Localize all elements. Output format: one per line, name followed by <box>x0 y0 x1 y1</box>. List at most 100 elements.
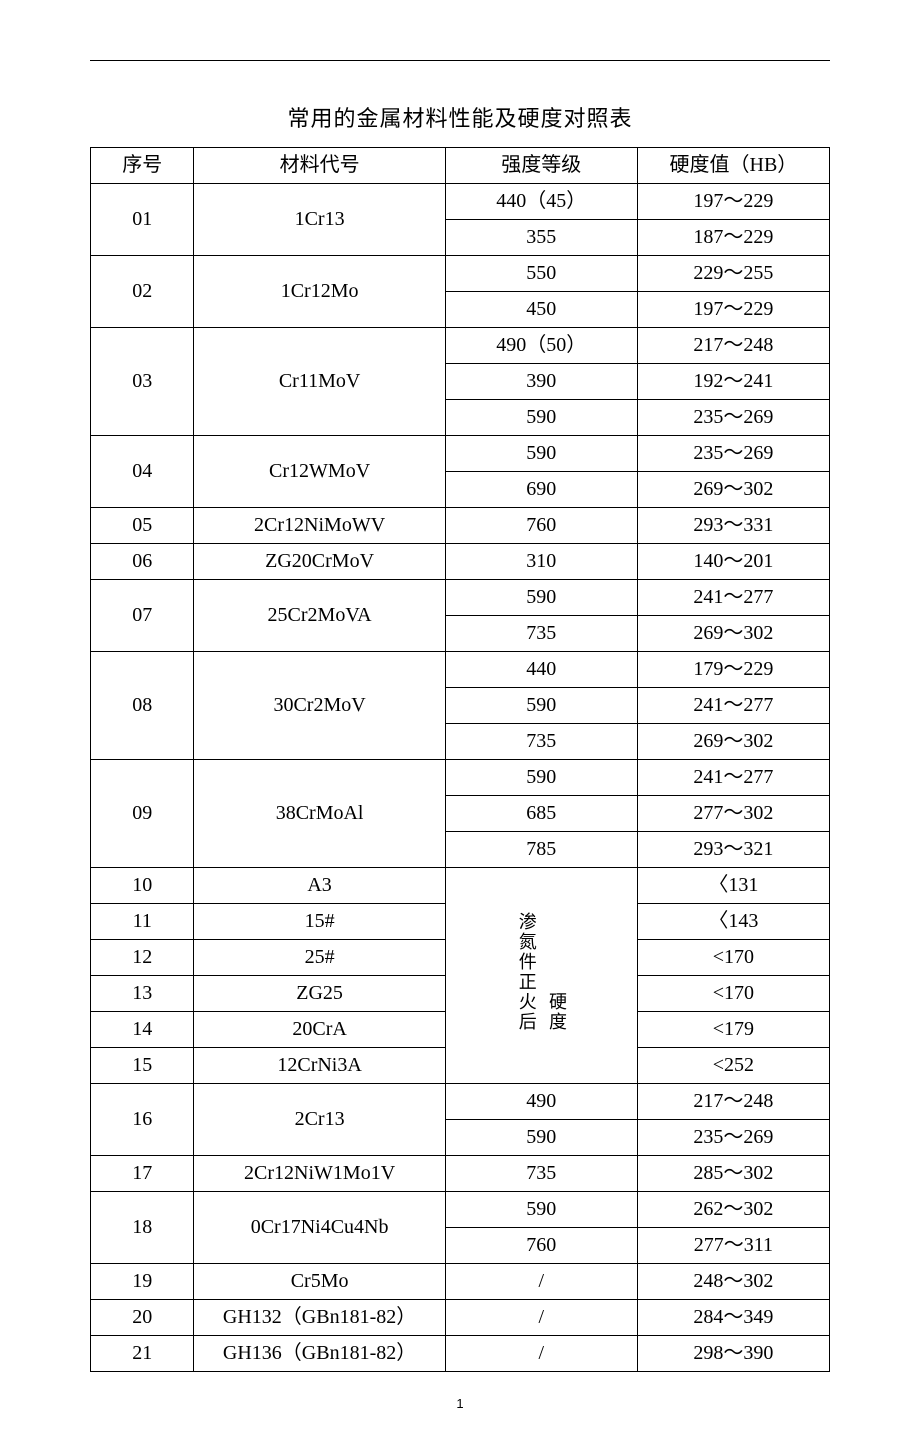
vlabel-left: 渗氮件正火后 <box>514 912 539 1032</box>
cell-hardness: <170 <box>637 976 829 1012</box>
cell-strength: 685 <box>445 796 637 832</box>
cell-material: GH136（GBn181-82） <box>194 1336 445 1372</box>
cell-hardness: 235～269 <box>637 436 829 472</box>
cell-material: ZG25 <box>194 976 445 1012</box>
cell-hardness: <252 <box>637 1048 829 1084</box>
cell-material: 2Cr13 <box>194 1084 445 1156</box>
cell-strength: 550 <box>445 256 637 292</box>
cell-no: 06 <box>91 544 194 580</box>
cell-strength: 590 <box>445 400 637 436</box>
cell-hardness: 217～248 <box>637 1084 829 1120</box>
cell-no: 16 <box>91 1084 194 1156</box>
cell-no: 10 <box>91 868 194 904</box>
cell-material: 15# <box>194 904 445 940</box>
cell-hardness: <179 <box>637 1012 829 1048</box>
cell-no: 20 <box>91 1300 194 1336</box>
cell-hardness: 192～241 <box>637 364 829 400</box>
cell-strength: 440（45） <box>445 184 637 220</box>
cell-no: 09 <box>91 760 194 868</box>
table-header-row: 序号 材料代号 强度等级 硬度值（HB） <box>91 148 830 184</box>
top-rule <box>90 60 830 61</box>
cell-strength: 760 <box>445 1228 637 1264</box>
cell-hardness: 293～321 <box>637 832 829 868</box>
cell-hardness: 〈143 <box>637 904 829 940</box>
cell-strength: 590 <box>445 760 637 796</box>
cell-no: 02 <box>91 256 194 328</box>
cell-material: 0Cr17Ni4Cu4Nb <box>194 1192 445 1264</box>
cell-hardness: 197～229 <box>637 184 829 220</box>
cell-strength: 590 <box>445 580 637 616</box>
cell-material: 20CrA <box>194 1012 445 1048</box>
cell-material: Cr11MoV <box>194 328 445 436</box>
th-material: 材料代号 <box>194 148 445 184</box>
cell-hardness: 277～311 <box>637 1228 829 1264</box>
cell-hardness: 〈131 <box>637 868 829 904</box>
th-hardness: 硬度值（HB） <box>637 148 829 184</box>
cell-hardness: 241～277 <box>637 688 829 724</box>
cell-no: 12 <box>91 940 194 976</box>
cell-material: 2Cr12NiMoWV <box>194 508 445 544</box>
cell-strength: 490（50） <box>445 328 637 364</box>
cell-strength: 355 <box>445 220 637 256</box>
cell-hardness: 277～302 <box>637 796 829 832</box>
table-row: 08 30Cr2MoV 440 179～229 <box>91 652 830 688</box>
cell-hardness: 248～302 <box>637 1264 829 1300</box>
cell-hardness: 241～277 <box>637 580 829 616</box>
vlabel-right: 硬度 <box>544 992 569 1032</box>
table-row: 06 ZG20CrMoV 310 140～201 <box>91 544 830 580</box>
table-row: 02 1Cr12Mo 550 229～255 <box>91 256 830 292</box>
table-row: 20 GH132（GBn181-82） / 284～349 <box>91 1300 830 1336</box>
cell-strength: 735 <box>445 616 637 652</box>
table-row: 19 Cr5Mo / 248～302 <box>91 1264 830 1300</box>
cell-no: 14 <box>91 1012 194 1048</box>
cell-hardness: 269～302 <box>637 724 829 760</box>
cell-hardness: 269～302 <box>637 616 829 652</box>
table-row: 04 Cr12WMoV 590 235～269 <box>91 436 830 472</box>
cell-strength: 390 <box>445 364 637 400</box>
cell-strength: / <box>445 1264 637 1300</box>
cell-strength: / <box>445 1300 637 1336</box>
table-row: 16 2Cr13 490 217～248 <box>91 1084 830 1120</box>
cell-strength: 590 <box>445 436 637 472</box>
cell-no: 15 <box>91 1048 194 1084</box>
cell-hardness: 298～390 <box>637 1336 829 1372</box>
table-row: 05 2Cr12NiMoWV 760 293～331 <box>91 508 830 544</box>
cell-no: 07 <box>91 580 194 652</box>
cell-hardness: 179～229 <box>637 652 829 688</box>
cell-strength: 440 <box>445 652 637 688</box>
cell-no: 19 <box>91 1264 194 1300</box>
cell-hardness: 217～248 <box>637 328 829 364</box>
cell-no: 21 <box>91 1336 194 1372</box>
cell-hardness: 269～302 <box>637 472 829 508</box>
cell-hardness: 284～349 <box>637 1300 829 1336</box>
cell-hardness: 235～269 <box>637 400 829 436</box>
table-row: 03 Cr11MoV 490（50） 217～248 <box>91 328 830 364</box>
page-number: 1 <box>90 1396 830 1411</box>
cell-no: 11 <box>91 904 194 940</box>
cell-hardness: 140～201 <box>637 544 829 580</box>
cell-no: 13 <box>91 976 194 1012</box>
table-row: 10 A3 渗氮件正火后 硬度 〈131 <box>91 868 830 904</box>
table-row: 07 25Cr2MoVA 590 241～277 <box>91 580 830 616</box>
cell-no: 17 <box>91 1156 194 1192</box>
cell-material: 25Cr2MoVA <box>194 580 445 652</box>
cell-material: 12CrNi3A <box>194 1048 445 1084</box>
material-hardness-table: 序号 材料代号 强度等级 硬度值（HB） 01 1Cr13 440（45） 19… <box>90 147 830 1372</box>
cell-material: 30Cr2MoV <box>194 652 445 760</box>
table-row: 21 GH136（GBn181-82） / 298～390 <box>91 1336 830 1372</box>
cell-hardness: <170 <box>637 940 829 976</box>
cell-strength: 310 <box>445 544 637 580</box>
cell-no: 05 <box>91 508 194 544</box>
cell-hardness: 197～229 <box>637 292 829 328</box>
table-row: 17 2Cr12NiW1Mo1V 735 285～302 <box>91 1156 830 1192</box>
cell-hardness: 241～277 <box>637 760 829 796</box>
cell-material: 38CrMoAl <box>194 760 445 868</box>
th-strength: 强度等级 <box>445 148 637 184</box>
cell-hardness: 285～302 <box>637 1156 829 1192</box>
cell-strength: 735 <box>445 724 637 760</box>
page-title: 常用的金属材料性能及硬度对照表 <box>90 101 830 133</box>
cell-material: Cr5Mo <box>194 1264 445 1300</box>
cell-strength: 785 <box>445 832 637 868</box>
cell-hardness: 229～255 <box>637 256 829 292</box>
cell-hardness: 235～269 <box>637 1120 829 1156</box>
